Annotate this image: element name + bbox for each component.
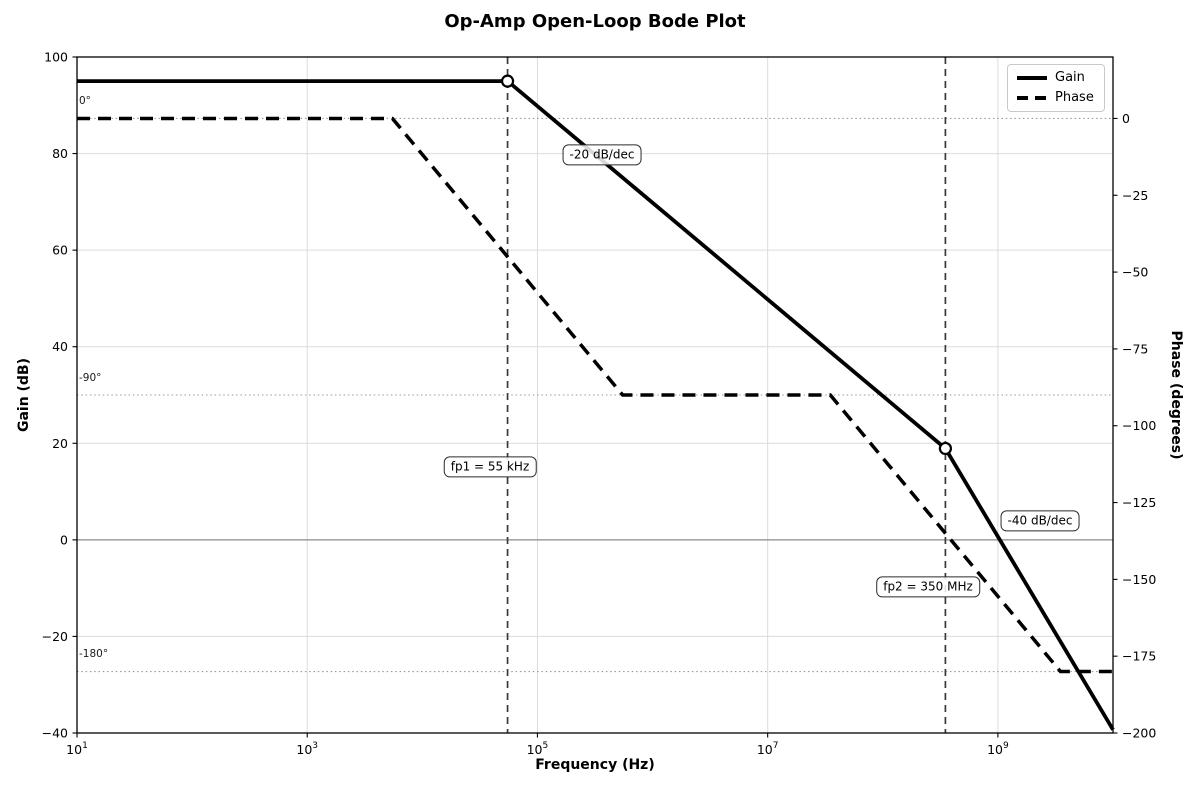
y-left-tick-label: 20 — [52, 436, 68, 451]
phase-ref-label: -90° — [79, 371, 102, 384]
y-left-tick-label: 0 — [60, 532, 68, 547]
y-right-tick-label: −200 — [1122, 726, 1156, 741]
y-right-tick-label: −25 — [1122, 188, 1148, 203]
chart-title: Op-Amp Open-Loop Bode Plot — [444, 11, 746, 32]
x-axis-label: Frequency (Hz) — [535, 757, 655, 773]
slope-annotation-20db-dec: -20 dB/dec — [562, 144, 642, 166]
y-left-tick-label: 80 — [52, 146, 68, 161]
slope-annotation-40db-dec: -40 dB/dec — [1000, 510, 1080, 532]
y-right-tick-label: 0 — [1122, 111, 1130, 126]
legend-label-phase: Phase — [1055, 90, 1094, 105]
pole-marker-fp2 — [938, 441, 953, 456]
legend-item-gain: Gain — [1017, 71, 1095, 84]
phase-ref-label: 0° — [79, 94, 91, 107]
x-tick-label: 101 — [66, 741, 88, 757]
legend: Gain Phase — [1007, 64, 1105, 112]
y-left-tick-label: −40 — [42, 726, 68, 741]
y-left-tick-label: −20 — [42, 629, 68, 644]
legend-label-gain: Gain — [1055, 70, 1085, 85]
phase-line-sample-icon — [1017, 95, 1047, 100]
x-tick-label: 109 — [987, 741, 1009, 757]
y-axis-label-gain: Gain (dB) — [16, 357, 32, 433]
y-right-tick-label: −75 — [1122, 341, 1148, 356]
y-right-tick-label: −175 — [1122, 649, 1156, 664]
phase-ref-label: -180° — [79, 647, 109, 660]
legend-item-phase: Phase — [1017, 91, 1095, 104]
x-tick-label: 103 — [296, 741, 318, 757]
pole-marker-fp1 — [500, 74, 515, 88]
plot-border — [76, 56, 1114, 734]
y-right-tick-label: −125 — [1122, 495, 1156, 510]
y-right-tick-label: −150 — [1122, 572, 1156, 587]
phase-line — [77, 116, 1113, 674]
gain-line — [77, 79, 1115, 731]
y-left-tick-label: 40 — [52, 339, 68, 354]
y-left-tick-label: 100 — [44, 50, 68, 65]
y-right-tick-label: −50 — [1122, 265, 1148, 280]
pole-annotation-fp2: fp2 = 350 MHz — [876, 576, 980, 598]
y-right-tick-label: −100 — [1122, 418, 1156, 433]
gain-line-sample-icon — [1017, 75, 1047, 80]
x-tick-label: 107 — [757, 741, 779, 757]
x-tick-label: 105 — [527, 741, 549, 757]
y-axis-label-phase: Phase (degrees) — [1168, 330, 1184, 460]
y-left-tick-label: 60 — [52, 243, 68, 258]
pole-annotation-fp1: fp1 = 55 kHz — [443, 456, 537, 478]
